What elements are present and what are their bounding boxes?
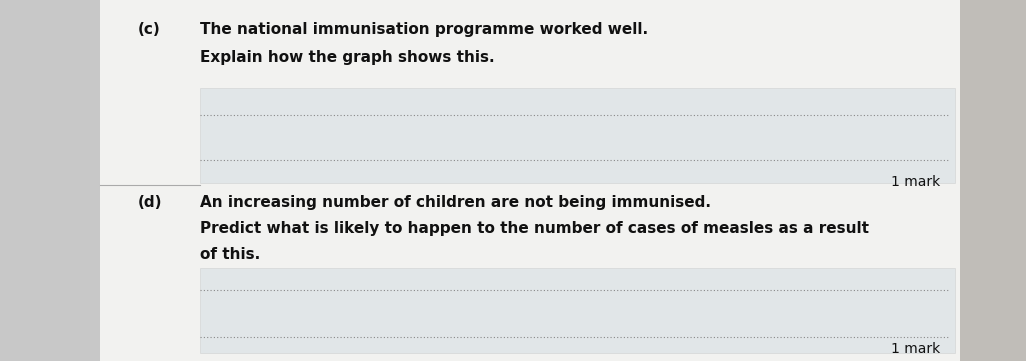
Text: Predict what is likely to happen to the number of cases of measles as a result: Predict what is likely to happen to the … <box>200 221 869 236</box>
Text: An increasing number of children are not being immunised.: An increasing number of children are not… <box>200 195 711 210</box>
Text: of this.: of this. <box>200 247 261 262</box>
Text: Explain how the graph shows this.: Explain how the graph shows this. <box>200 50 495 65</box>
FancyBboxPatch shape <box>200 268 955 353</box>
FancyBboxPatch shape <box>200 88 955 183</box>
Text: The national immunisation programme worked well.: The national immunisation programme work… <box>200 22 648 37</box>
Text: (c): (c) <box>139 22 161 37</box>
Text: 1 mark: 1 mark <box>891 175 940 189</box>
Text: 1 mark: 1 mark <box>891 342 940 356</box>
Text: (d): (d) <box>139 195 162 210</box>
FancyBboxPatch shape <box>960 0 1026 361</box>
FancyBboxPatch shape <box>0 0 100 361</box>
FancyBboxPatch shape <box>100 0 960 361</box>
